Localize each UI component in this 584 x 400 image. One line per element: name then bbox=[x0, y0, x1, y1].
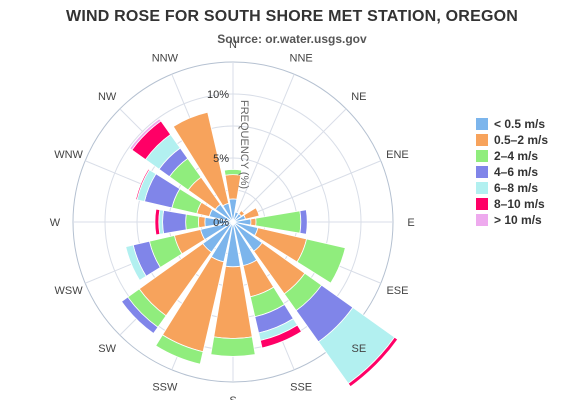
direction-label-sw: SW bbox=[98, 343, 116, 355]
direction-label-w: W bbox=[50, 217, 61, 229]
direction-label-s: S bbox=[229, 395, 236, 400]
legend-label: 0.5–2 m/s bbox=[494, 133, 549, 147]
legend-item[interactable]: > 10 m/s bbox=[476, 212, 548, 228]
legend-item[interactable]: 4–6 m/s bbox=[476, 164, 548, 180]
bar-s-segment bbox=[210, 336, 256, 357]
bar-w-segment bbox=[185, 213, 200, 231]
bar-sw-segment bbox=[120, 296, 159, 335]
legend-item[interactable]: 0.5–2 m/s bbox=[476, 132, 548, 148]
bar-ese-segment bbox=[296, 238, 346, 284]
legend-item[interactable]: 2–4 m/s bbox=[476, 148, 548, 164]
bar-wnw-segment bbox=[135, 168, 150, 201]
legend-label: 4–6 m/s bbox=[494, 165, 539, 179]
direction-labels: N NNE NE ENE E ESE SE SSE S SSW SW WSW W WNW NW NNW bbox=[50, 39, 415, 400]
legend-swatch bbox=[476, 182, 488, 194]
legend-item[interactable]: < 0.5 m/s bbox=[476, 116, 548, 132]
direction-label-nnw: NNW bbox=[152, 53, 179, 65]
legend-item[interactable]: 8–10 m/s bbox=[476, 196, 548, 212]
bar-ene-segment bbox=[243, 207, 260, 220]
radial-axis-title: FREQUENCY (%) bbox=[238, 100, 250, 189]
bar-se-segment bbox=[347, 336, 399, 388]
bar-e-segment bbox=[299, 209, 308, 235]
bar-e-segment bbox=[250, 217, 257, 227]
direction-label-wnw: WNW bbox=[54, 149, 83, 161]
legend-label: 6–8 m/s bbox=[494, 181, 539, 195]
direction-label-ne: NE bbox=[351, 91, 366, 103]
bar-ssw-segment bbox=[155, 334, 204, 365]
grid-spoke bbox=[232, 108, 347, 223]
legend: < 0.5 m/s 0.5–2 m/s 2–4 m/s 4–6 m/s 6–8 m/s 8… bbox=[476, 116, 548, 228]
bar-w-segment bbox=[154, 208, 161, 236]
legend-swatch bbox=[476, 198, 488, 210]
legend-swatch bbox=[476, 150, 488, 162]
direction-label-sse: SSE bbox=[290, 381, 312, 393]
direction-label-wsw: WSW bbox=[54, 285, 83, 297]
direction-label-se: SE bbox=[352, 343, 367, 355]
direction-label-ene: ENE bbox=[386, 149, 409, 161]
radial-axis: FREQUENCY (%) 0% 5% 10% bbox=[207, 89, 250, 229]
direction-label-e: E bbox=[407, 217, 414, 229]
bar-ne-segment bbox=[238, 209, 246, 217]
legend-label: > 10 m/s bbox=[494, 213, 542, 227]
direction-label-n: N bbox=[229, 39, 237, 51]
radial-tick-label: 0% bbox=[213, 217, 229, 229]
wind-bars bbox=[120, 111, 399, 388]
bar-wsw-segment bbox=[125, 244, 147, 281]
chart-title: WIND ROSE FOR SOUTH SHORE MET STATION, O… bbox=[66, 8, 518, 25]
bar-nnw-segment bbox=[172, 111, 230, 207]
radial-tick-label: 10% bbox=[207, 89, 229, 101]
bar-sse-segment bbox=[259, 324, 303, 349]
legend-label: < 0.5 m/s bbox=[494, 117, 546, 131]
direction-label-nw: NW bbox=[98, 91, 117, 103]
bar-nw-segment bbox=[129, 118, 162, 151]
legend-swatch bbox=[476, 214, 488, 226]
legend-swatch bbox=[476, 118, 488, 130]
radial-tick-label: 5% bbox=[213, 153, 229, 165]
legend-swatch bbox=[476, 134, 488, 146]
chart-subtitle: Source: or.water.usgs.gov bbox=[217, 32, 367, 46]
legend-item[interactable]: 6–8 m/s bbox=[476, 180, 548, 196]
grid-spoke bbox=[232, 73, 295, 223]
bar-w-segment bbox=[198, 215, 206, 229]
bar-n-segment bbox=[223, 169, 243, 176]
legend-label: 8–10 m/s bbox=[494, 197, 545, 211]
direction-label-ssw: SSW bbox=[152, 381, 178, 393]
legend-swatch bbox=[476, 166, 488, 178]
direction-label-ese: ESE bbox=[386, 285, 408, 297]
legend-label: 2–4 m/s bbox=[494, 149, 539, 163]
bar-w-segment bbox=[162, 209, 187, 235]
direction-label-nne: NNE bbox=[290, 53, 313, 65]
